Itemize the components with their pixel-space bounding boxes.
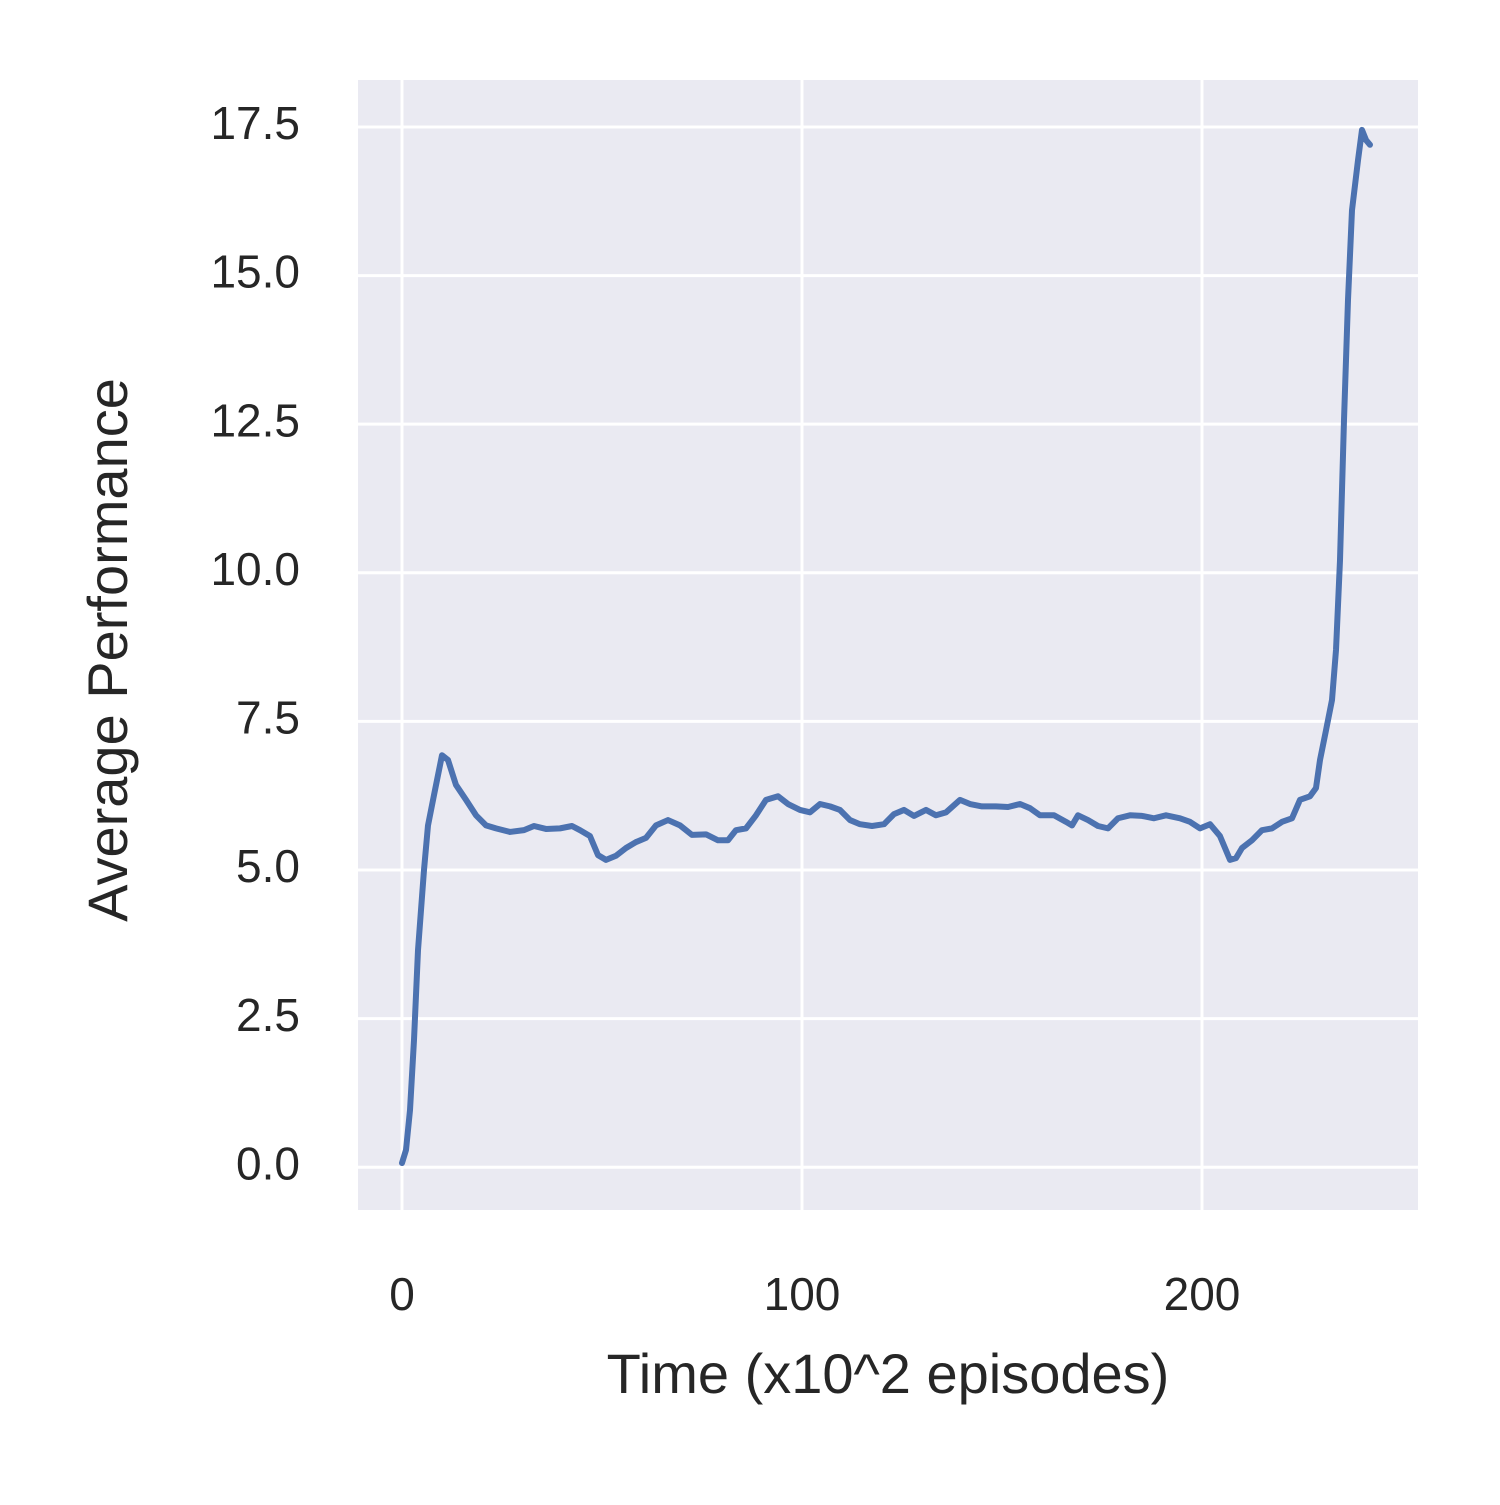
y-axis-label: Average Performance xyxy=(76,378,139,922)
x-tick-label: 200 xyxy=(1164,1268,1241,1320)
y-tick-label: 0.0 xyxy=(236,1137,300,1189)
y-tick-label: 17.5 xyxy=(210,97,300,149)
y-tick-label: 7.5 xyxy=(236,692,300,744)
x-tick-label: 100 xyxy=(764,1268,841,1320)
y-tick-label: 5.0 xyxy=(236,840,300,892)
line xyxy=(399,126,1373,1167)
x-tick-label: 0 xyxy=(389,1268,415,1320)
y-tick-label: 2.5 xyxy=(236,989,300,1041)
y-tick-label: 12.5 xyxy=(210,394,300,446)
x-axis-label: Time (x10^2 episodes) xyxy=(607,1342,1170,1405)
plot-area xyxy=(358,80,1418,1210)
y-tick-label: 15.0 xyxy=(210,246,300,298)
y-tick-label: 10.0 xyxy=(210,543,300,595)
